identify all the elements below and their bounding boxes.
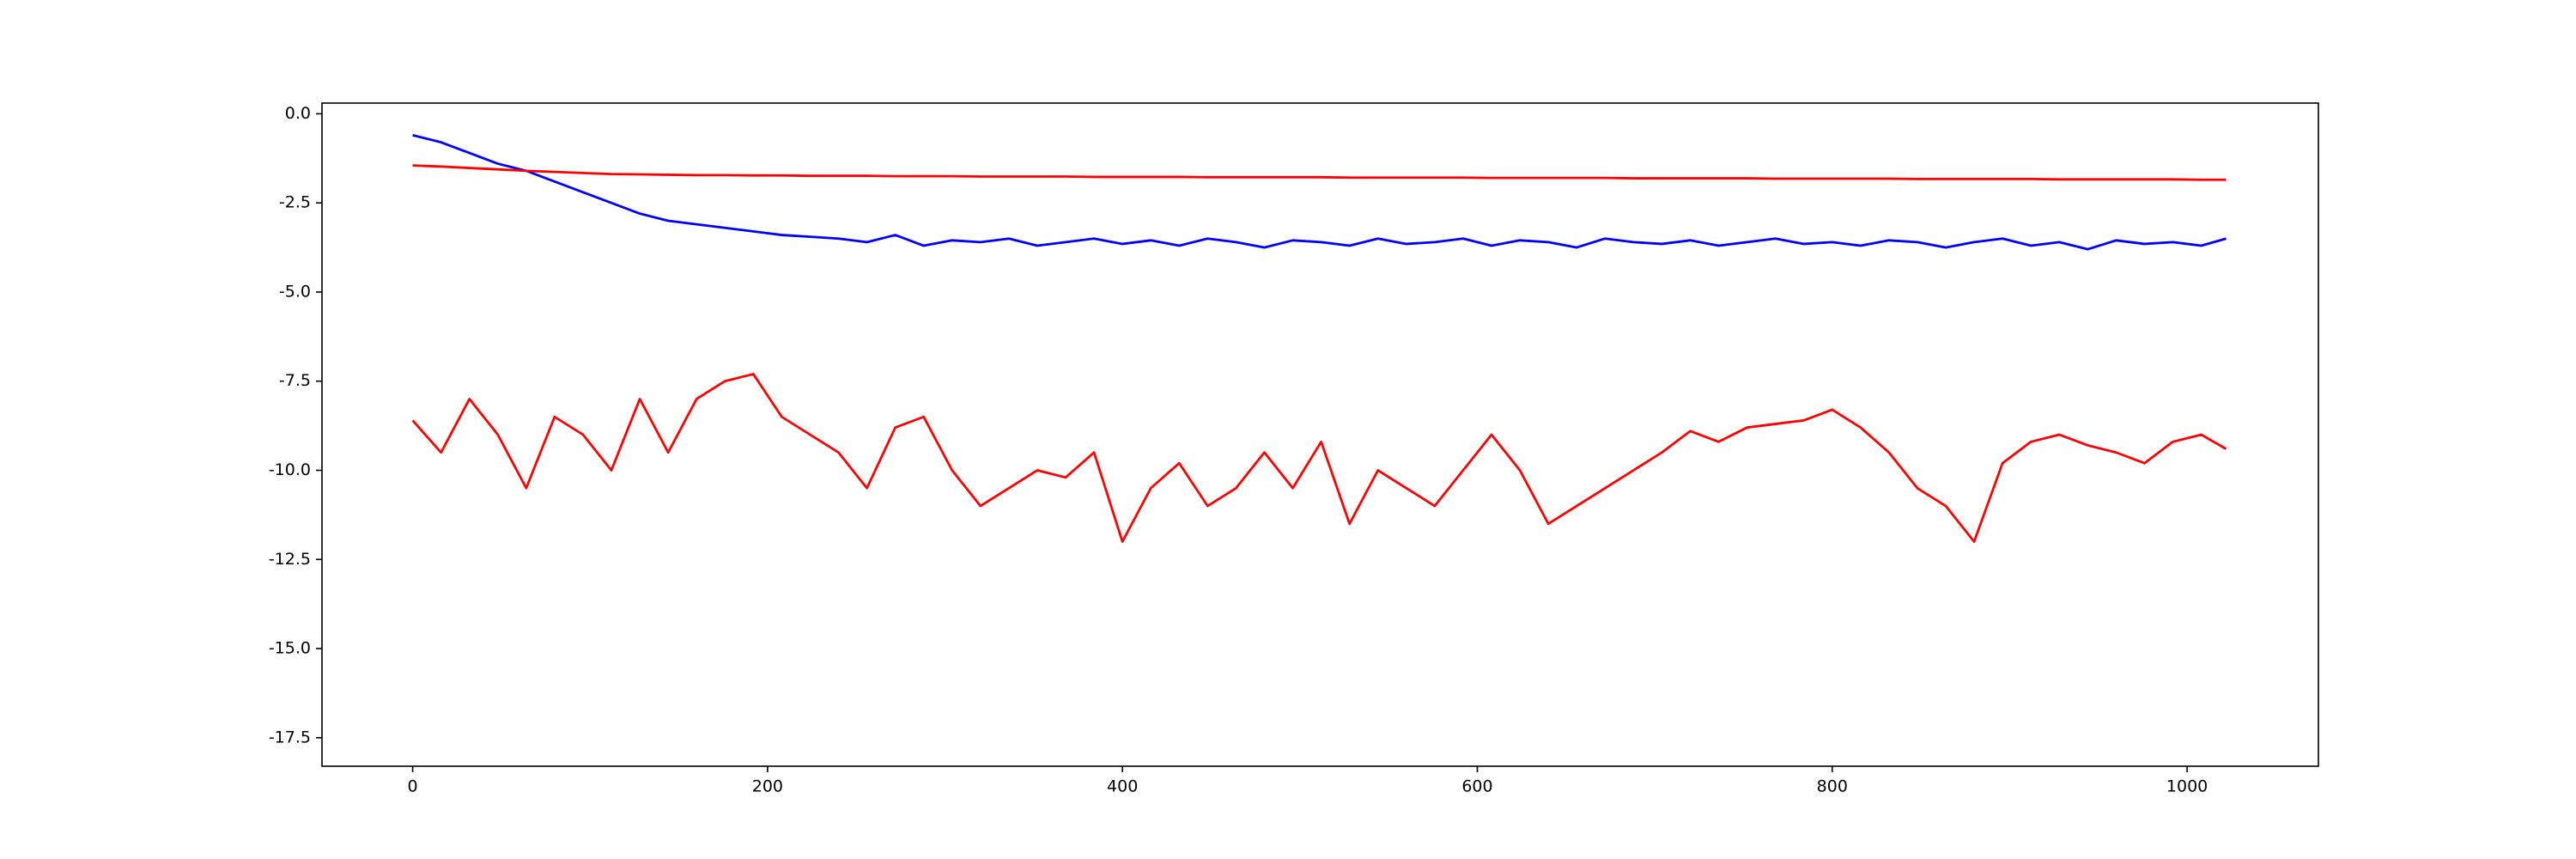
y-tick-label: -5.0: [279, 282, 311, 301]
x-tick-label: 200: [752, 777, 783, 796]
y-tick-label: -7.5: [279, 371, 311, 390]
y-tick-label: -2.5: [279, 193, 311, 212]
y-tick-label: -17.5: [269, 728, 311, 746]
y-tick-label: -15.0: [269, 639, 311, 658]
plot-frame: [321, 102, 2319, 767]
data-line: [411, 373, 2227, 543]
x-tick-label: 600: [1461, 777, 1492, 796]
data-line: [412, 164, 2227, 181]
x-tick-label: 0: [408, 777, 418, 796]
y-tick-label: -10.0: [269, 460, 311, 479]
x-tick-label: 400: [1107, 777, 1138, 796]
x-tick-label: 1000: [2166, 777, 2208, 796]
data-line: [412, 133, 2227, 251]
y-tick-label: 0.0: [285, 104, 311, 123]
y-tick-label: -12.5: [269, 550, 311, 569]
x-tick-label: 800: [1817, 777, 1848, 796]
